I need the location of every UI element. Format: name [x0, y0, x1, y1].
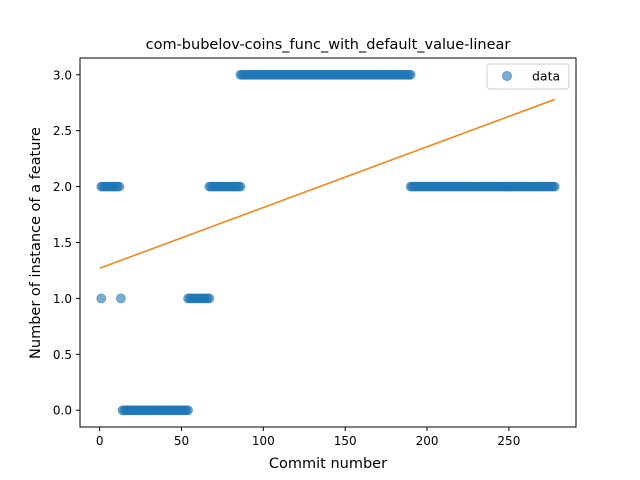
legend-marker-data — [502, 71, 512, 81]
x-tick-label: 100 — [252, 434, 275, 448]
data-point — [235, 181, 246, 192]
y-tick-label: 3.0 — [53, 68, 72, 82]
fit-line — [99, 98, 555, 269]
data-point — [549, 181, 560, 192]
y-tick-label: 1.5 — [53, 236, 72, 250]
x-tick-label: 0 — [96, 434, 104, 448]
x-tick-label: 250 — [497, 434, 520, 448]
x-tick-label: 50 — [174, 434, 189, 448]
legend-box — [486, 63, 570, 90]
data-point — [405, 69, 416, 80]
fit-line-layer — [99, 98, 555, 269]
y-axis-label: Number of instance of a feature — [28, 127, 44, 359]
y-tick-label: 0.0 — [53, 404, 72, 418]
data-point — [114, 181, 125, 192]
data-point — [116, 293, 126, 304]
y-axis-ticks: 0.0 0.5 1.0 1.5 2.0 2.5 3.0 — [53, 68, 80, 418]
x-axis-ticks: 0 50 100 150 200 250 — [96, 427, 520, 448]
data-point — [204, 293, 215, 304]
x-tick-label: 150 — [334, 434, 357, 448]
y-tick-label: 2.5 — [53, 124, 72, 138]
data-point — [96, 293, 107, 304]
y-tick-label: 1.0 — [53, 292, 72, 306]
legend-label-data: data — [532, 69, 560, 84]
chart-title: com-bubelov-coins_func_with_default_valu… — [146, 37, 511, 53]
x-axis-label: Commit number — [269, 456, 387, 472]
y-tick-label: 2.0 — [53, 180, 72, 194]
legend: data — [486, 63, 570, 90]
y-tick-label: 0.5 — [53, 348, 72, 362]
x-tick-label: 200 — [416, 434, 439, 448]
data-point — [183, 405, 193, 416]
scatter-layer — [96, 69, 560, 416]
plot-frame — [79, 57, 577, 428]
